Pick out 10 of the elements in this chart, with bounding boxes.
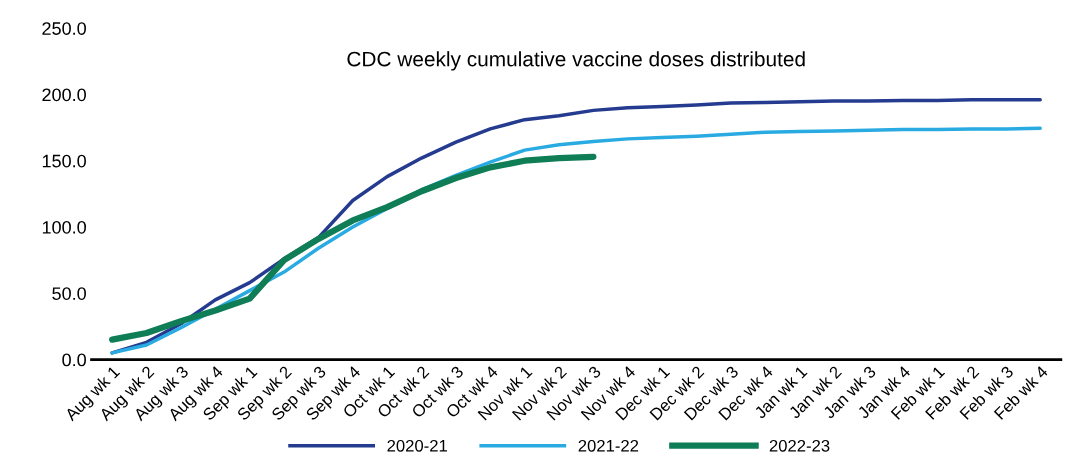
y-tick-label: 0.0: [62, 353, 86, 367]
legend-label: 2021-22: [578, 439, 639, 452]
y-tick-label: 50.0: [52, 287, 86, 300]
y-tick-label: 200.0: [42, 88, 86, 102]
legend-label: 2022-23: [769, 439, 830, 452]
y-tick-label: 150.0: [42, 154, 86, 168]
legend-label: 2020-21: [387, 439, 447, 452]
y-tick-label: 250.0: [42, 22, 86, 35]
y-tick-label: 100.0: [42, 220, 86, 234]
text: CDC weekly cumulative vaccine doses distributed: [347, 51, 805, 71]
